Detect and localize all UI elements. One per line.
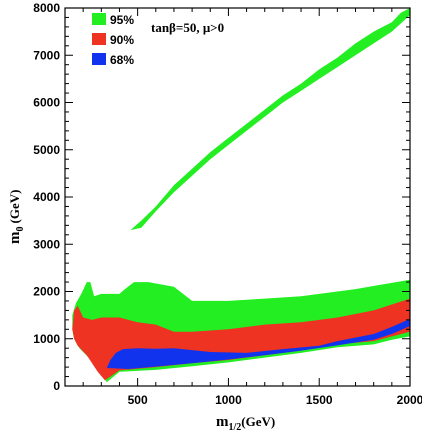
confidence-regions [72, 8, 411, 383]
x-tick-label: 2000 [397, 393, 422, 407]
y-tick-label: 2000 [33, 285, 60, 299]
legend-label: 68% [110, 53, 134, 67]
legend: 95% 90% 68% [92, 13, 134, 67]
y-tick-label: 8000 [33, 1, 60, 15]
y-tick-label: 5000 [33, 143, 60, 157]
y-tick-label: 0 [53, 379, 60, 393]
annotation-text: tanβ=50, μ>0 [151, 20, 224, 35]
y-tick-label: 1000 [33, 332, 60, 346]
legend-swatch [92, 13, 106, 25]
y-axis-title: m0(GeV) [7, 190, 26, 244]
legend-label: 90% [110, 33, 134, 47]
legend-swatch [92, 53, 106, 65]
y-tick-label: 4000 [33, 190, 60, 204]
legend-swatch [92, 33, 106, 45]
x-tick-label: 500 [128, 393, 148, 407]
y-tick-label: 3000 [33, 237, 60, 251]
region-68pct-part-1 [106, 318, 411, 369]
legend-label: 95% [110, 13, 134, 27]
x-axis-title: m1/2(GeV) [216, 414, 275, 433]
y-tick-label: 7000 [33, 48, 60, 62]
y-tick-label: 6000 [33, 96, 60, 110]
x-tick-label: 1000 [215, 393, 242, 407]
region-95pct-part-1 [130, 8, 410, 231]
axis-ticks: 500 1000 1500 2000 0 1000 2000 3000 4000 5000 6000… [33, 1, 422, 407]
x-tick-label: 1500 [306, 393, 333, 407]
